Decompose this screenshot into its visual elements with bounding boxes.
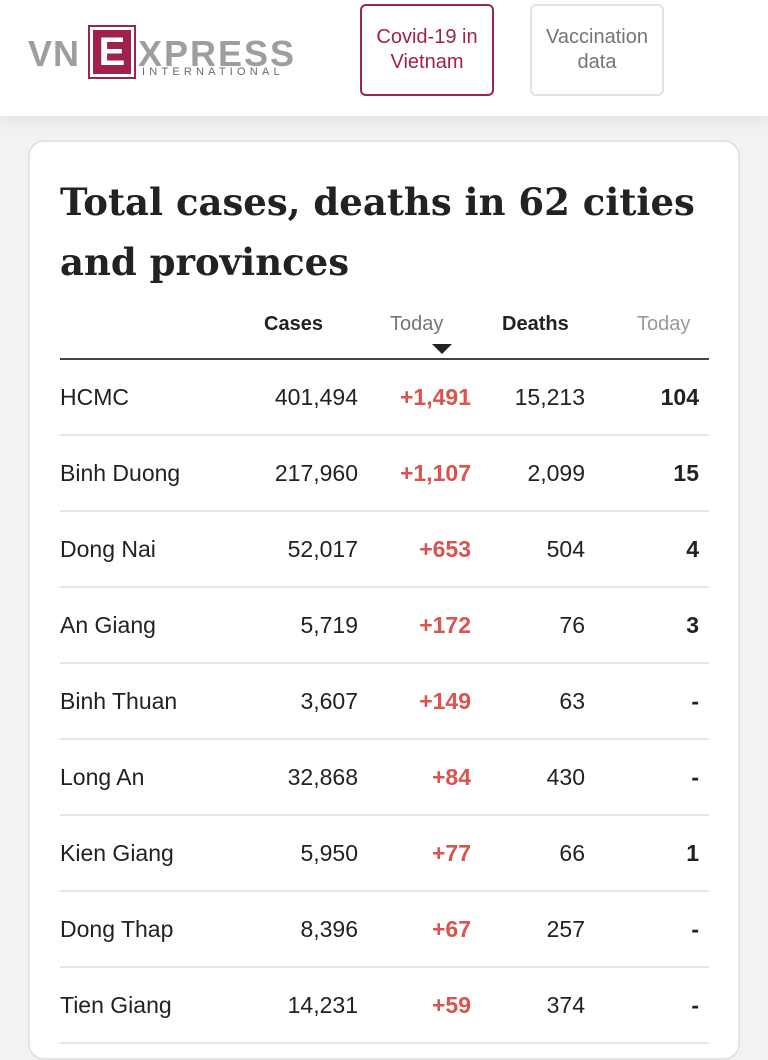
deaths-today: 4 bbox=[686, 536, 699, 562]
cases-today: +84 bbox=[431, 764, 471, 790]
cases-today: +1,107 bbox=[400, 460, 471, 486]
table-row[interactable]: Binh Thuan 3,607 +149 63 - bbox=[60, 664, 709, 740]
deaths-today: - bbox=[691, 764, 699, 790]
deaths-today: - bbox=[691, 992, 699, 1018]
total-deaths: 374 bbox=[546, 992, 585, 1018]
total-deaths: 76 bbox=[559, 612, 585, 638]
cases-today: +59 bbox=[431, 992, 471, 1018]
total-cases: 5,950 bbox=[300, 840, 358, 866]
total-cases: 5,719 bbox=[300, 612, 358, 638]
column-header-deaths[interactable]: Deaths bbox=[502, 313, 569, 335]
vnexpress-logo[interactable]: VN E XPRESS INTERNATIONAL bbox=[28, 25, 308, 82]
total-cases: 3,607 bbox=[300, 688, 358, 714]
deaths-today: 3 bbox=[686, 612, 699, 638]
total-deaths: 63 bbox=[559, 688, 585, 714]
deaths-today: - bbox=[691, 916, 699, 942]
covid-vietnam-button[interactable]: Covid-19 in Vietnam bbox=[360, 4, 494, 96]
cases-today: +67 bbox=[431, 916, 471, 942]
logo-international-text: INTERNATIONAL bbox=[142, 66, 284, 78]
deaths-today: 104 bbox=[660, 384, 699, 410]
logo-xpress-text: XPRESS bbox=[138, 33, 297, 74]
vaccination-data-button[interactable]: Vaccination data bbox=[530, 4, 664, 96]
total-deaths: 430 bbox=[546, 764, 585, 790]
column-header-deaths-today[interactable]: Today bbox=[637, 313, 691, 335]
total-cases: 401,494 bbox=[274, 384, 358, 410]
table-row[interactable]: HCMC 401,494 +1,491 15,213 104 bbox=[60, 360, 709, 436]
province-table: HCMC 401,494 +1,491 15,213 104 Binh Duong 217,… bbox=[60, 360, 709, 1044]
total-deaths: 2,099 bbox=[527, 460, 585, 486]
cases-today: +653 bbox=[419, 536, 471, 562]
column-header-cases[interactable]: Cases bbox=[264, 313, 323, 335]
cases-today: +149 bbox=[419, 688, 471, 714]
total-cases: 14,231 bbox=[287, 992, 358, 1018]
total-deaths: 257 bbox=[546, 916, 585, 942]
province-name: Long An bbox=[60, 764, 145, 790]
logo-e-mark: E bbox=[88, 25, 136, 79]
table-row[interactable]: Kien Giang 5,950 +77 66 1 bbox=[60, 816, 709, 892]
total-deaths: 504 bbox=[546, 536, 585, 562]
province-name: An Giang bbox=[60, 612, 156, 638]
province-name: Dong Nai bbox=[60, 536, 156, 562]
column-header-cases-today[interactable]: Today bbox=[390, 313, 444, 335]
cases-today: +172 bbox=[419, 612, 471, 638]
province-name: Binh Duong bbox=[60, 460, 181, 486]
total-cases: 217,960 bbox=[274, 460, 358, 486]
province-name: HCMC bbox=[60, 384, 129, 410]
table-row[interactable]: Tien Giang 14,231 +59 374 - bbox=[60, 968, 709, 1044]
table-header-divider bbox=[60, 358, 709, 360]
table-row[interactable]: An Giang 5,719 +172 76 3 bbox=[60, 588, 709, 664]
cases-today: +1,491 bbox=[400, 384, 471, 410]
site-header: VN E XPRESS INTERNATIONAL Covid-19 in Vi… bbox=[0, 0, 768, 116]
cases-today: +77 bbox=[431, 840, 471, 866]
table-row[interactable]: Dong Nai 52,017 +653 504 4 bbox=[60, 512, 709, 588]
total-cases: 52,017 bbox=[287, 536, 358, 562]
stats-card bbox=[28, 140, 740, 1060]
total-cases: 32,868 bbox=[287, 764, 358, 790]
deaths-today: 1 bbox=[686, 840, 699, 866]
province-name: Kien Giang bbox=[60, 840, 174, 866]
province-name: Dong Thap bbox=[60, 916, 174, 942]
total-deaths: 15,213 bbox=[514, 384, 585, 410]
deaths-today: 15 bbox=[673, 460, 699, 486]
sort-descending-icon bbox=[432, 344, 452, 354]
table-row[interactable]: Dong Thap 8,396 +67 257 - bbox=[60, 892, 709, 968]
logo-vn-text: VN bbox=[28, 33, 81, 74]
card-title: Total cases, deaths in 62 cities and pro… bbox=[60, 180, 695, 284]
table-row[interactable]: Binh Duong 217,960 +1,107 2,099 15 bbox=[60, 436, 709, 512]
province-name: Tien Giang bbox=[60, 992, 172, 1018]
province-name: Binh Thuan bbox=[60, 688, 178, 714]
total-deaths: 66 bbox=[559, 840, 585, 866]
deaths-today: - bbox=[691, 688, 699, 714]
total-cases: 8,396 bbox=[300, 916, 358, 942]
table-row[interactable]: Long An 32,868 +84 430 - bbox=[60, 740, 709, 816]
